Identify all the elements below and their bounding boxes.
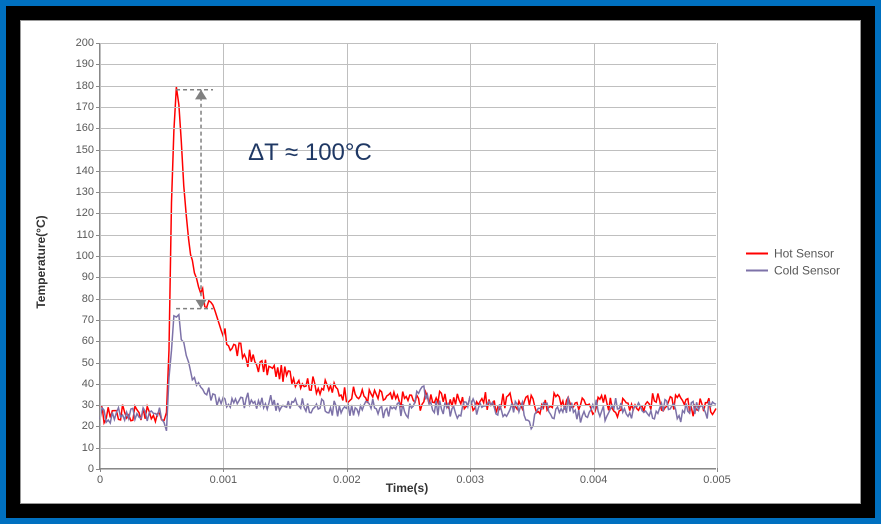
gridline-h bbox=[100, 150, 716, 151]
gridline-h bbox=[100, 405, 716, 406]
gridline-h bbox=[100, 256, 716, 257]
series-hot-sensor bbox=[100, 87, 716, 423]
ytick-label: 120 bbox=[76, 207, 100, 219]
gridline-v bbox=[470, 43, 471, 468]
legend: Hot Sensor Cold Sensor bbox=[746, 244, 840, 281]
ytick-label: 190 bbox=[76, 58, 100, 70]
gridline-h bbox=[100, 235, 716, 236]
gridline-h bbox=[100, 107, 716, 108]
gridline-h bbox=[100, 469, 716, 470]
x-axis-label: Time(s) bbox=[386, 481, 428, 495]
gridline-h bbox=[100, 171, 716, 172]
ytick-label: 180 bbox=[76, 80, 100, 92]
legend-item-hot-sensor: Hot Sensor bbox=[746, 247, 840, 261]
xtick-label: 0.005 bbox=[703, 468, 731, 486]
delta-t-arrow bbox=[176, 90, 213, 309]
ytick-label: 40 bbox=[82, 378, 100, 390]
gridline-h bbox=[100, 192, 716, 193]
ytick-label: 160 bbox=[76, 122, 100, 134]
ytick-label: 170 bbox=[76, 101, 100, 113]
gridline-v bbox=[223, 43, 224, 468]
gridline-h bbox=[100, 426, 716, 427]
gridline-h bbox=[100, 128, 716, 129]
ytick-label: 50 bbox=[82, 357, 100, 369]
gridline-v bbox=[717, 43, 718, 468]
gridline-v bbox=[347, 43, 348, 468]
ytick-label: 80 bbox=[82, 293, 100, 305]
legend-label: Hot Sensor bbox=[774, 247, 834, 261]
xtick-label: 0.004 bbox=[580, 468, 608, 486]
gridline-h bbox=[100, 43, 716, 44]
gridline-h bbox=[100, 64, 716, 65]
xtick-label: 0 bbox=[97, 468, 103, 486]
xtick-label: 0.003 bbox=[456, 468, 484, 486]
y-axis-label: Temperature(°C) bbox=[34, 215, 48, 308]
ytick-label: 130 bbox=[76, 186, 100, 198]
ytick-label: 150 bbox=[76, 144, 100, 156]
legend-item-cold-sensor: Cold Sensor bbox=[746, 264, 840, 278]
ytick-label: 200 bbox=[76, 37, 100, 49]
legend-swatch bbox=[746, 253, 768, 255]
gridline-h bbox=[100, 363, 716, 364]
ytick-label: 100 bbox=[76, 250, 100, 262]
gridline-h bbox=[100, 341, 716, 342]
ytick-label: 110 bbox=[76, 229, 100, 241]
gridline-h bbox=[100, 448, 716, 449]
ytick-label: 140 bbox=[76, 165, 100, 177]
gridline-h bbox=[100, 299, 716, 300]
legend-label: Cold Sensor bbox=[774, 264, 840, 278]
chart-panel: Temperature(°C) Time(s) 0102030405060708… bbox=[20, 20, 861, 504]
plot-region: 0102030405060708090100110120130140150160… bbox=[99, 43, 716, 469]
ytick-label: 70 bbox=[82, 314, 100, 326]
xtick-label: 0.002 bbox=[333, 468, 361, 486]
ytick-label: 90 bbox=[82, 271, 100, 283]
gridline-h bbox=[100, 277, 716, 278]
xtick-label: 0.001 bbox=[210, 468, 238, 486]
gridline-h bbox=[100, 86, 716, 87]
gridline-h bbox=[100, 384, 716, 385]
ytick-label: 60 bbox=[82, 335, 100, 347]
gridline-h bbox=[100, 320, 716, 321]
gridline-v bbox=[594, 43, 595, 468]
delta-t-annotation: ΔT ≈ 100°C bbox=[248, 139, 372, 167]
gridline-h bbox=[100, 213, 716, 214]
series-cold-sensor bbox=[100, 315, 716, 431]
plot-area: 0102030405060708090100110120130140150160… bbox=[99, 43, 716, 469]
legend-swatch bbox=[746, 270, 768, 272]
ytick-label: 20 bbox=[82, 420, 100, 432]
outer-frame: Temperature(°C) Time(s) 0102030405060708… bbox=[0, 0, 881, 524]
ytick-label: 30 bbox=[82, 399, 100, 411]
gridline-v bbox=[100, 43, 101, 468]
ytick-label: 10 bbox=[82, 442, 100, 454]
